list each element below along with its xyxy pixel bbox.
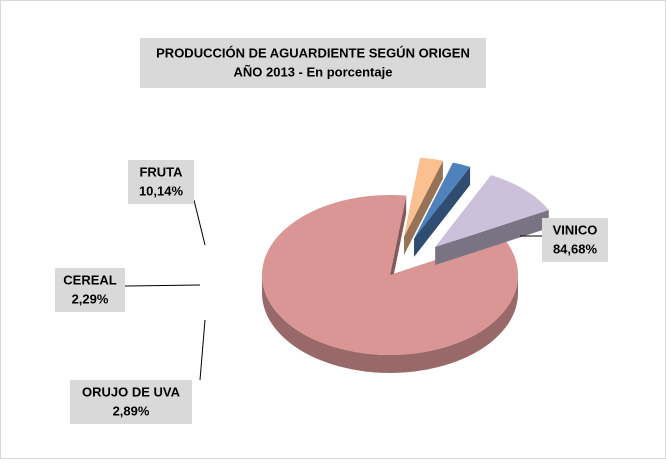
- title-box: [140, 38, 486, 88]
- slice-wall: [390, 195, 407, 293]
- slice-top: [435, 175, 549, 248]
- value-label: 84,68%: [553, 241, 598, 256]
- slice-wall: [404, 160, 443, 255]
- slice-top: [404, 157, 443, 237]
- slice: [404, 157, 443, 255]
- chart-subtitle: AÑO 2013 - En porcentaje: [234, 64, 393, 79]
- leader-line: [199, 319, 206, 381]
- slice-top: [414, 162, 471, 239]
- slice-label: FRUTA: [139, 164, 183, 179]
- chart-title: PRODUCCIÓN DE AGUARDIENTE SEGÚN ORIGEN: [156, 45, 470, 60]
- value-label: 10,14%: [139, 183, 184, 198]
- slice: [435, 175, 549, 266]
- slice-wall: [414, 166, 471, 257]
- label-box: [128, 160, 194, 204]
- value-label: 2,89%: [113, 403, 150, 418]
- label-box: [542, 218, 608, 262]
- label-box: [70, 380, 192, 424]
- leader-line: [124, 284, 201, 287]
- value-label: 2,29%: [72, 291, 109, 306]
- slice-label: CEREAL: [63, 272, 117, 287]
- slice-label: ORUJO DE UVA: [82, 384, 181, 399]
- slice-wall: [435, 209, 549, 266]
- leader-line: [193, 199, 206, 246]
- label-box: [55, 268, 125, 312]
- slice-label: VINICO: [553, 222, 598, 237]
- slice: [414, 162, 471, 257]
- slice-side: [262, 275, 518, 373]
- slice-top: [262, 194, 518, 356]
